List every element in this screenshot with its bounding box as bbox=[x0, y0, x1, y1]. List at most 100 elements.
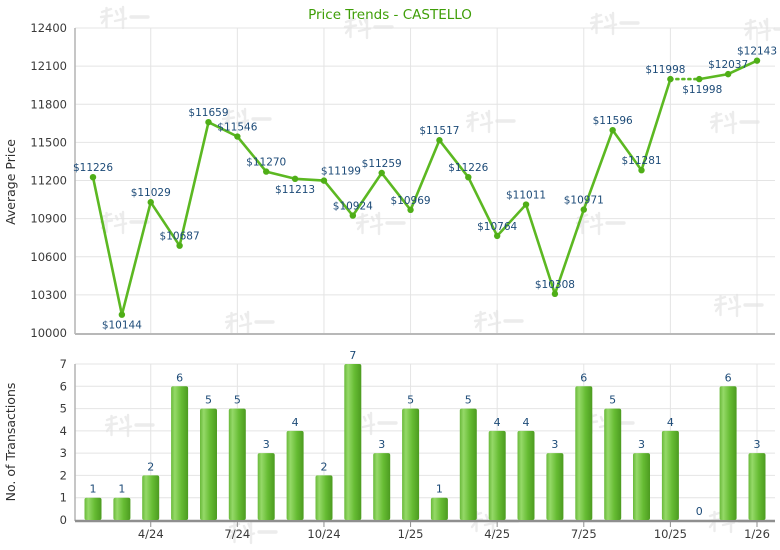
bar[interactable] bbox=[517, 430, 535, 520]
x-tick-label: 4/24 bbox=[138, 527, 164, 541]
data-point-marker[interactable] bbox=[291, 175, 299, 183]
watermark-stroke bbox=[599, 415, 604, 422]
watermark-stroke bbox=[729, 112, 734, 119]
watermark-stroke bbox=[241, 532, 256, 538]
watermark bbox=[589, 11, 640, 36]
y-tick-label: 11800 bbox=[30, 97, 67, 111]
watermark bbox=[743, 17, 780, 42]
watermark-stroke bbox=[758, 21, 763, 28]
bar-value-label: 5 bbox=[234, 394, 241, 407]
x-tick-label: 4/25 bbox=[484, 527, 510, 541]
bar-value-label: 5 bbox=[609, 394, 616, 407]
watermark-stroke bbox=[474, 319, 482, 329]
bar-value-label: 0 bbox=[696, 505, 703, 518]
data-point-marker[interactable] bbox=[609, 126, 616, 134]
bar[interactable] bbox=[315, 475, 333, 520]
y-tick-label: 11500 bbox=[30, 135, 67, 149]
bar[interactable] bbox=[488, 430, 506, 520]
watermark bbox=[221, 107, 272, 132]
bar[interactable] bbox=[228, 408, 246, 520]
bar[interactable] bbox=[113, 497, 131, 520]
data-point-label: $10687 bbox=[160, 231, 200, 243]
bar[interactable] bbox=[142, 475, 160, 520]
bar-value-label: 4 bbox=[494, 416, 501, 429]
bar-value-label: 1 bbox=[436, 483, 443, 496]
bar-value-label: 3 bbox=[263, 438, 270, 451]
watermark-stroke bbox=[361, 423, 376, 429]
data-point-marker[interactable] bbox=[493, 232, 501, 240]
watermark bbox=[343, 15, 394, 40]
watermark-stroke bbox=[493, 311, 498, 318]
y-tick-label: 3 bbox=[60, 446, 67, 460]
bar[interactable] bbox=[719, 386, 737, 520]
bar[interactable] bbox=[200, 408, 217, 520]
data-point-marker[interactable] bbox=[378, 169, 385, 177]
watermark-stroke bbox=[609, 13, 614, 20]
watermark-stroke bbox=[603, 23, 618, 29]
bar[interactable] bbox=[171, 386, 189, 520]
bar-value-label: 5 bbox=[407, 394, 414, 407]
bar[interactable] bbox=[430, 497, 448, 520]
data-point-label: $11998 bbox=[645, 64, 685, 76]
watermark-stroke bbox=[100, 15, 108, 25]
watermark bbox=[465, 109, 516, 134]
bar[interactable] bbox=[286, 430, 304, 520]
bar-value-label: 6 bbox=[725, 371, 732, 384]
bar[interactable] bbox=[257, 453, 275, 520]
data-point-marker[interactable] bbox=[263, 168, 270, 175]
y-tick-label: 11200 bbox=[30, 174, 67, 188]
data-point-label: $11659 bbox=[188, 107, 228, 119]
bar[interactable] bbox=[604, 408, 622, 520]
data-point-marker[interactable] bbox=[176, 242, 183, 249]
watermark-stroke bbox=[488, 313, 493, 320]
bar-value-label: 4 bbox=[523, 416, 530, 429]
bar[interactable] bbox=[84, 497, 102, 520]
watermark-stroke bbox=[484, 513, 489, 520]
bar[interactable] bbox=[748, 453, 766, 520]
data-point-marker[interactable] bbox=[436, 137, 443, 144]
y-tick-label: 5 bbox=[60, 402, 67, 416]
bar[interactable] bbox=[575, 386, 593, 520]
data-point-label: $11281 bbox=[621, 155, 661, 167]
bar[interactable] bbox=[373, 453, 391, 520]
bar[interactable] bbox=[344, 364, 362, 520]
data-point-marker[interactable] bbox=[147, 199, 154, 206]
watermark-stroke bbox=[727, 305, 742, 311]
data-point-marker[interactable] bbox=[667, 75, 674, 83]
chart-title: Price Trends - CASTELLO bbox=[308, 7, 472, 23]
bar[interactable] bbox=[402, 408, 420, 520]
price-line-plot: 12400 12100 11800 11500 11200 10900 10600 10300… bbox=[30, 21, 777, 340]
data-point-marker[interactable] bbox=[89, 173, 97, 181]
data-point-marker[interactable] bbox=[118, 311, 126, 318]
watermark-stroke bbox=[483, 521, 498, 527]
data-point-marker[interactable] bbox=[320, 177, 328, 184]
data-point-marker[interactable] bbox=[724, 70, 732, 78]
watermark-stroke bbox=[244, 312, 249, 319]
data-point-marker[interactable] bbox=[349, 212, 357, 219]
watermark bbox=[99, 5, 150, 30]
bar[interactable] bbox=[459, 408, 477, 520]
data-point-marker[interactable] bbox=[551, 290, 559, 298]
data-point-marker[interactable] bbox=[580, 206, 587, 213]
bar[interactable] bbox=[633, 453, 650, 520]
data-point-marker[interactable] bbox=[522, 201, 530, 208]
bar[interactable] bbox=[546, 453, 564, 520]
bar-value-label: 4 bbox=[667, 416, 674, 429]
x-tick-label: 10/24 bbox=[307, 527, 340, 541]
watermark-stroke bbox=[714, 303, 722, 313]
data-point-marker[interactable] bbox=[407, 206, 414, 214]
watermark-stroke bbox=[119, 212, 124, 219]
bar[interactable] bbox=[661, 430, 679, 520]
data-point-marker[interactable] bbox=[638, 167, 645, 174]
watermark bbox=[473, 309, 524, 334]
data-point-marker[interactable] bbox=[696, 75, 703, 83]
bar-value-label: 1 bbox=[118, 483, 125, 496]
data-point-marker[interactable] bbox=[465, 173, 472, 181]
data-point-marker[interactable] bbox=[753, 57, 761, 64]
watermark-stroke bbox=[604, 15, 609, 22]
data-point-marker[interactable] bbox=[205, 118, 212, 126]
data-point-marker[interactable] bbox=[234, 133, 241, 140]
data-point-label: $11011 bbox=[506, 190, 546, 202]
watermark-stroke bbox=[222, 117, 230, 127]
data-point-label: $10924 bbox=[333, 201, 373, 213]
